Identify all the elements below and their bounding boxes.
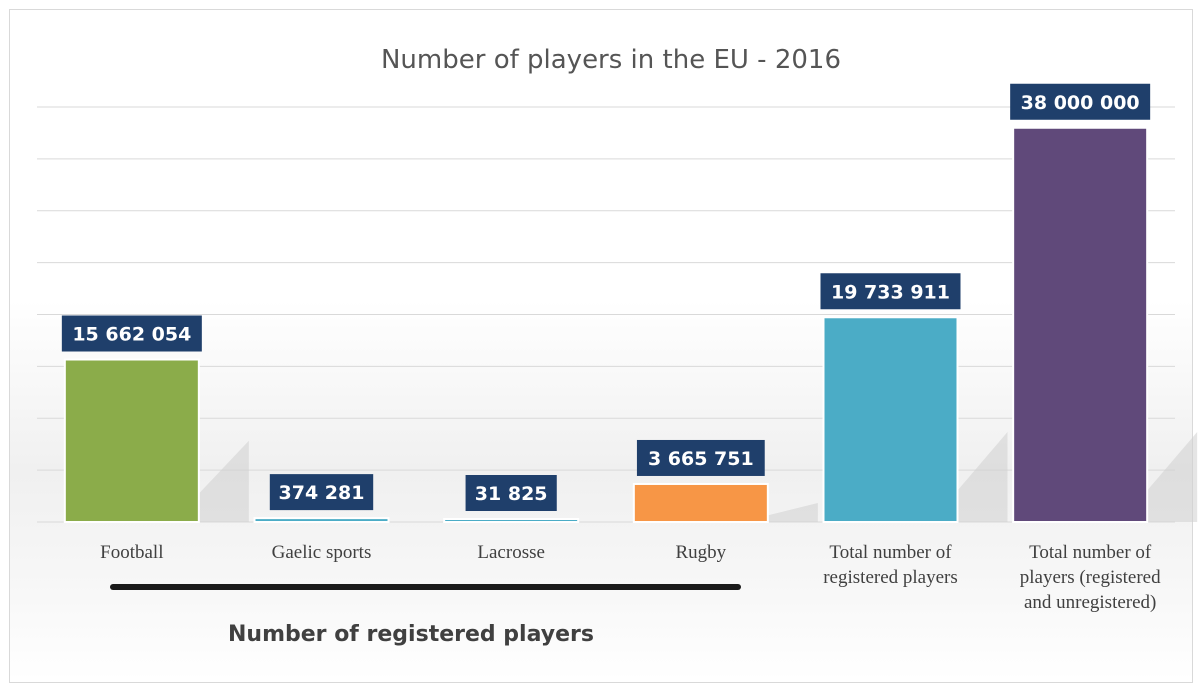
bar-shadow — [767, 502, 818, 522]
data-label-box — [61, 315, 202, 352]
category-labels: Football Gaelic sports Lacrosse Rugby Total … — [100, 542, 1161, 613]
category-label: Football — [100, 542, 163, 563]
bar-shadow — [198, 440, 249, 522]
data-label: 374 281 — [269, 474, 374, 511]
group-label: Number of registered players — [228, 622, 594, 647]
data-label-box — [636, 439, 765, 476]
data-label-box — [1010, 83, 1151, 120]
data-label-text: 374 281 — [279, 482, 365, 504]
chart-title: Number of players in the EU - 2016 — [381, 45, 841, 75]
data-label: 38 000 000 — [1010, 83, 1151, 120]
bar — [1012, 126, 1149, 523]
category-label: Gaelic sports — [272, 542, 372, 563]
category-label: Total number of registered players — [823, 542, 958, 588]
value-labels: 15 662 054 374 281 31 825 3 665 751 19 733 9… — [61, 83, 1151, 511]
bar — [822, 316, 959, 524]
category-label: Lacrosse — [477, 542, 545, 563]
bar — [63, 358, 200, 523]
bar — [632, 482, 769, 523]
bar-shadows — [198, 432, 1198, 522]
data-label-box — [269, 474, 374, 511]
data-label-box — [465, 475, 557, 511]
data-label-text: 15 662 054 — [72, 324, 191, 346]
data-label-text: 38 000 000 — [1021, 92, 1140, 114]
gridlines — [37, 106, 1175, 523]
data-label: 19 733 911 — [820, 273, 961, 310]
bars — [63, 126, 1149, 524]
bar-shadow — [1147, 432, 1198, 522]
data-label-text: 3 665 751 — [648, 448, 754, 470]
category-label: Total number of players (registered and un… — [1020, 542, 1161, 613]
data-label-box — [820, 273, 961, 310]
bar — [443, 518, 580, 523]
bar — [253, 517, 390, 523]
data-label: 3 665 751 — [636, 439, 765, 476]
data-label-text: 31 825 — [475, 483, 548, 505]
data-label: 31 825 — [465, 475, 557, 511]
data-label: 15 662 054 — [61, 315, 202, 352]
bar-shadow — [957, 432, 1008, 522]
category-label: Rugby — [675, 542, 726, 563]
data-label-text: 19 733 911 — [831, 281, 950, 303]
